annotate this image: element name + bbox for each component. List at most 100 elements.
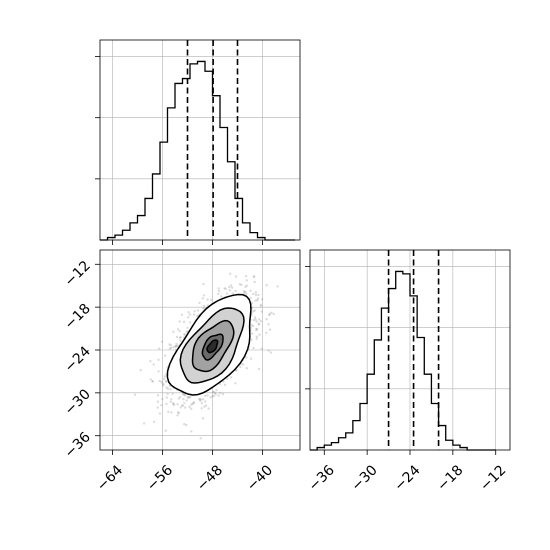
scatter-point: [164, 380, 168, 383]
joint-contours: [166, 293, 252, 396]
scatter-point: [221, 392, 225, 396]
scatter-point: [201, 297, 204, 300]
scatter-point: [171, 392, 174, 395]
scatter-point: [162, 377, 166, 381]
contour-line-2: [191, 319, 235, 373]
scatter-point: [174, 345, 177, 348]
scatter-point: [169, 346, 173, 350]
scatter-point: [156, 394, 160, 397]
scatter-point: [179, 406, 182, 409]
scatter-point: [187, 311, 190, 314]
hist-y-ticks: −36 −30 −24 −18 −12: [305, 266, 509, 495]
scatter-point: [133, 393, 137, 396]
scatter-point: [257, 293, 260, 297]
scatter-point: [255, 335, 259, 338]
scatter-point: [183, 394, 186, 397]
hist-y-frame: [309, 249, 511, 451]
joint-ytick-label-1: −30: [62, 386, 94, 418]
scatter-point: [256, 298, 259, 302]
scatter-point: [167, 410, 170, 414]
scatter-point: [158, 347, 161, 350]
scatter-point: [206, 298, 209, 301]
scatter-point: [251, 332, 254, 335]
scatter-point: [165, 386, 168, 389]
scatter-point: [172, 402, 175, 405]
scatter-point: [252, 346, 255, 350]
contour-line-1: [179, 307, 245, 384]
joint-ytick-label-3: −18: [62, 301, 94, 333]
scatter-point: [199, 398, 202, 401]
scatter-point: [268, 313, 271, 317]
scatter-point: [192, 313, 196, 316]
joint-xtick-label-2: −48: [194, 462, 226, 494]
scatter-point: [224, 287, 227, 290]
scatter-point: [142, 422, 146, 425]
contour-line-0: [166, 293, 252, 396]
scatter-point: [164, 354, 167, 357]
scatter-point: [201, 417, 205, 420]
scatter-point: [162, 384, 165, 387]
scatter-point: [188, 396, 191, 399]
hist-y-xtick-label-0: −36: [306, 462, 338, 494]
scatter-point: [239, 365, 242, 369]
hist-y-steps: [310, 270, 496, 451]
scatter-point: [254, 293, 258, 297]
scatter-point: [183, 393, 187, 397]
hist-x-panel: [95, 39, 301, 245]
joint-ytick-label-0: −36: [62, 429, 94, 461]
scatter-point: [228, 285, 231, 289]
scatter-point: [222, 380, 225, 383]
scatter-point: [252, 292, 255, 296]
scatter-point: [244, 274, 248, 278]
scatter-point: [234, 275, 238, 278]
contour-line-3: [201, 333, 224, 361]
scatter-point: [189, 395, 192, 399]
scatter-point: [172, 346, 175, 349]
scatter-point: [139, 369, 142, 372]
scatter-point: [177, 411, 180, 415]
scatter-point: [176, 403, 179, 406]
scatter-point: [163, 375, 166, 378]
scatter-point: [156, 400, 160, 403]
scatter-point: [212, 394, 215, 398]
scatter-point: [259, 320, 263, 323]
scatter-point: [235, 369, 238, 372]
scatter-point: [251, 324, 255, 328]
scatter-point: [165, 380, 168, 383]
scatter-point: [168, 347, 172, 350]
scatter-point: [198, 398, 202, 401]
scatter-point: [161, 382, 164, 385]
hist-x-ticks: [95, 56, 263, 245]
scatter-point: [256, 327, 259, 331]
scatter-point: [204, 394, 207, 397]
scatter-point: [176, 344, 179, 347]
scatter-point: [202, 282, 205, 286]
scatter-point: [241, 363, 245, 366]
scatter-point: [183, 422, 186, 426]
scatter-point: [203, 405, 206, 408]
scatter-point: [152, 420, 156, 423]
scatter-point: [186, 326, 189, 329]
scatter-point: [166, 387, 170, 390]
scatter-point: [255, 327, 258, 331]
hist-x-quantiles: [186, 40, 239, 240]
joint-xtick-label-3: −40: [244, 462, 276, 494]
scatter-point: [164, 429, 167, 432]
scatter-point: [254, 318, 257, 321]
scatter-point: [176, 328, 180, 331]
scatter-point: [190, 430, 193, 433]
scatter-point: [198, 397, 201, 401]
hist-y-xtick-label-2: −24: [391, 462, 423, 494]
scatter-point: [177, 411, 180, 414]
scatter-point: [249, 357, 253, 360]
scatter-point: [217, 292, 220, 296]
scatter-point: [175, 345, 178, 348]
joint-ytick-label-4: −12: [62, 258, 94, 290]
scatter-point: [267, 349, 270, 352]
scatter-point: [200, 401, 204, 405]
scatter-point: [190, 403, 193, 406]
scatter-point: [210, 298, 213, 302]
scatter-point: [269, 351, 273, 354]
scatter-point: [151, 380, 154, 383]
scatter-point: [242, 290, 246, 293]
